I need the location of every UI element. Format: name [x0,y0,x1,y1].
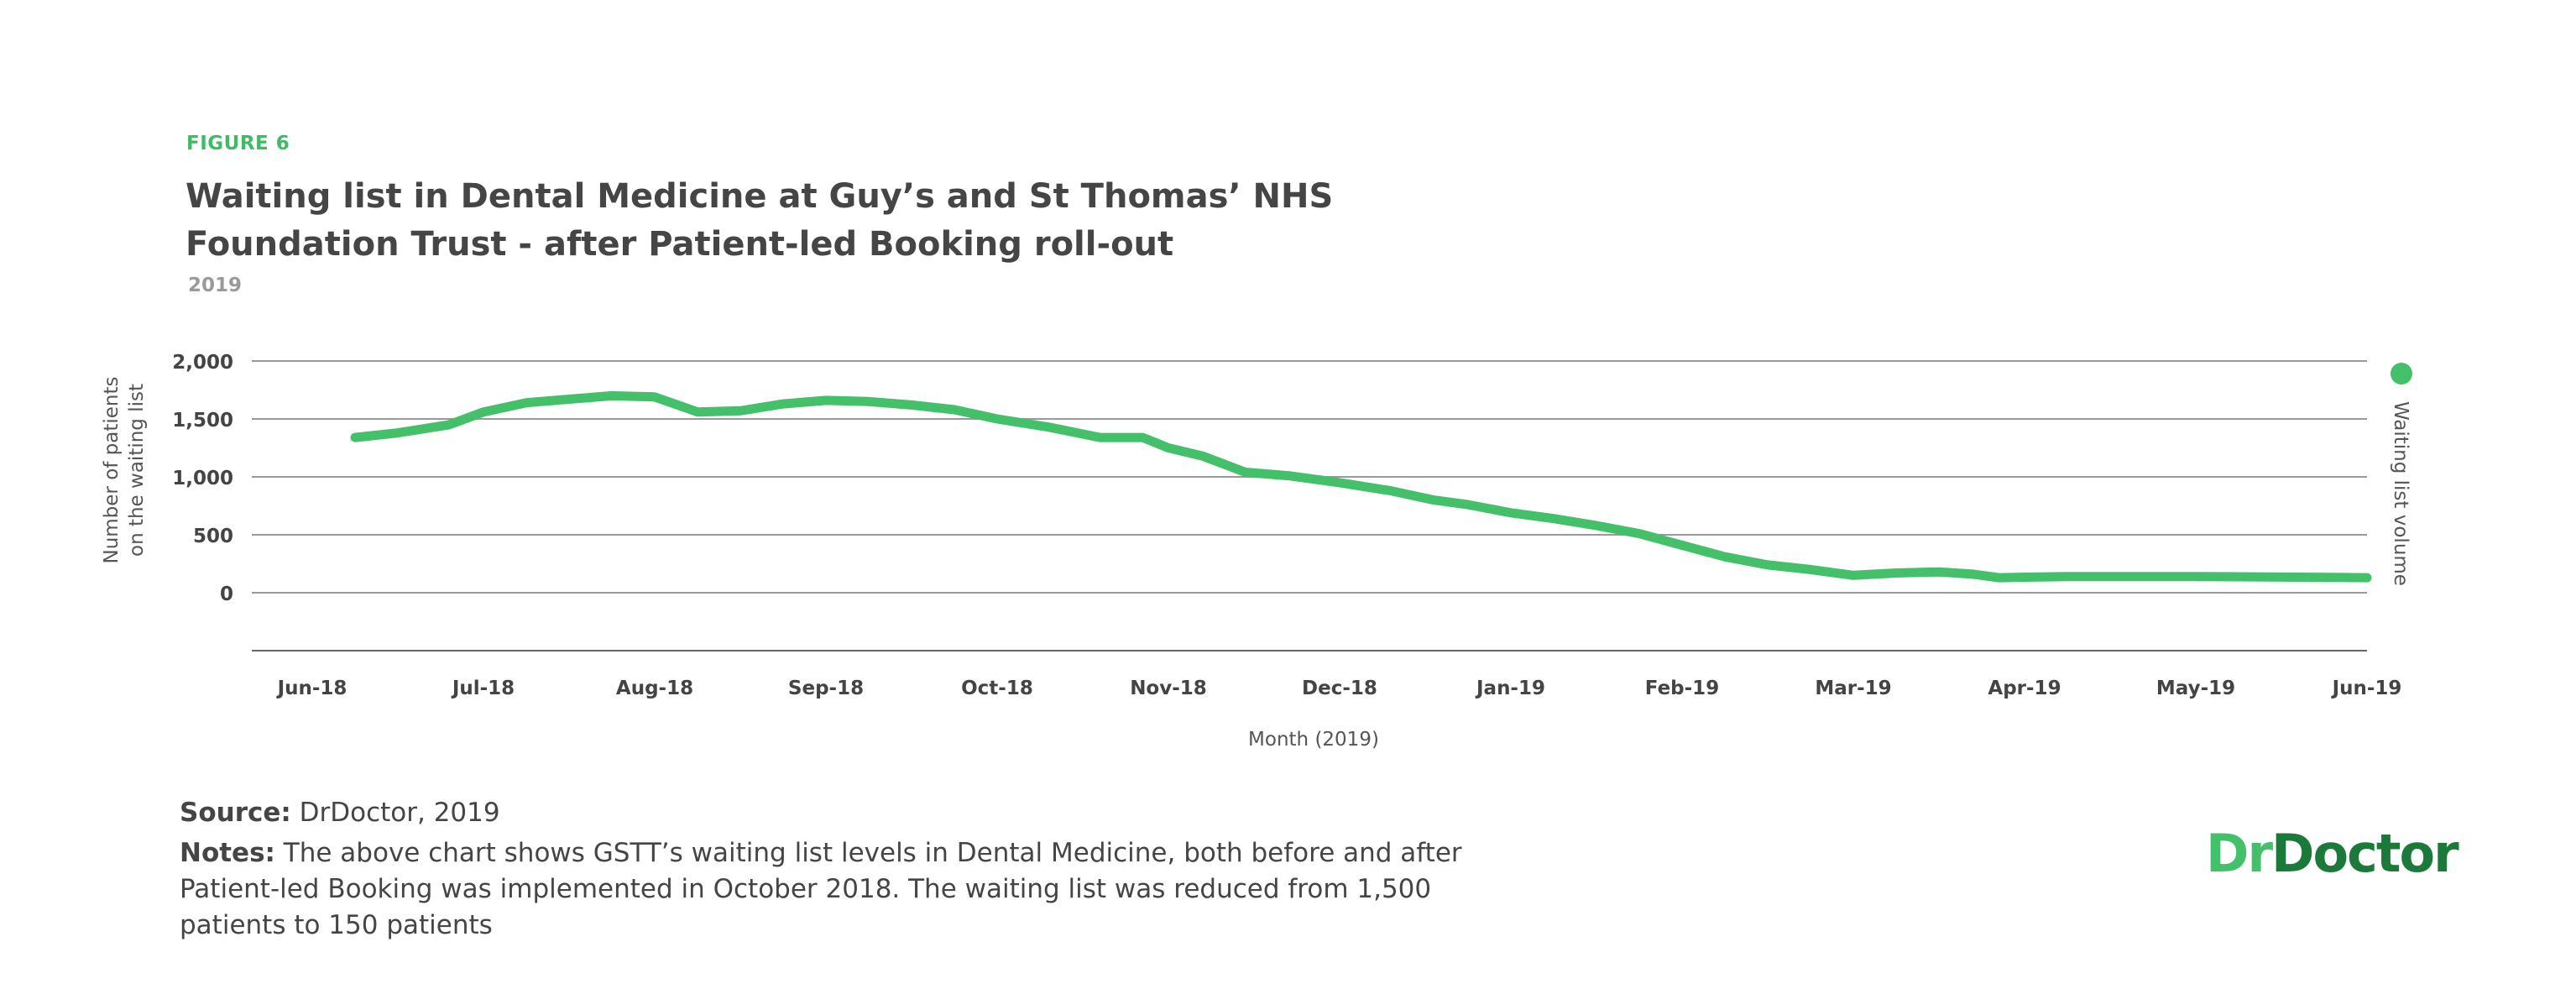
legend-marker [2391,363,2412,385]
y-axis-label-line: Number of patients [101,376,123,563]
x-tick-label: Feb-19 [1645,678,1719,699]
source-note: Source: DrDoctor, 2019 [180,798,500,828]
logo-part-doctor: Doctor [2271,823,2459,884]
axis-labels: Number of patients on the waiting list Mon… [101,376,1379,751]
x-tick-label: Oct-18 [961,678,1033,699]
x-tick-label: Nov-18 [1130,678,1207,699]
y-tick-label: 1,000 [172,468,233,489]
x-tick-label: Sep-18 [788,678,864,699]
notes-label: Notes: [180,838,275,868]
x-tick-label: Apr-19 [1988,678,2061,699]
chart-title: Waiting list in Dental Medicine at Guy’s… [185,177,1334,264]
x-tick-label: Jul-18 [451,678,515,699]
notes: Notes: The above chart shows GSTT’s wait… [180,835,1539,944]
source-label: Source: [180,798,291,828]
y-axis-label-line: on the waiting list [126,384,148,557]
notes-text: The above chart shows GSTT’s waiting lis… [180,838,1462,940]
y-tick-label: 500 [193,526,233,547]
series-line [350,390,2372,583]
y-tick-label: 1,500 [172,410,233,432]
logo-part-dr: Dr [2206,823,2273,884]
x-tick-label: Jun-19 [2331,678,2402,699]
x-tick-label: Aug-18 [616,678,693,699]
figure-label: FIGURE 6 [186,133,290,154]
y-tick-label: 0 [220,583,233,605]
legend: Waiting list volume [2390,363,2412,586]
waiting-list-chart: 2,000 1,500 1,000 500 0 Jun-18 Jul-18 Aug-18 Se… [101,352,2412,751]
x-tick-label: Jan-19 [1475,678,1545,699]
y-tick-label: 2,000 [172,352,233,374]
x-tick-labels: Jun-18 Jul-18 Aug-18 Sep-18 Oct-18 Nov-18 Dec-… [276,678,2402,699]
legend-label: Waiting list volume [2390,401,2411,586]
gridlines [252,360,2367,651]
x-tick-label: Dec-18 [1302,678,1377,699]
y-tick-labels: 2,000 1,500 1,000 500 0 [172,352,233,605]
chart-subtitle: 2019 [188,275,243,296]
drdoctor-logo: DrDoctor [2206,823,2459,884]
x-tick-label: Mar-19 [1815,678,1891,699]
source-text: DrDoctor, 2019 [290,798,500,828]
x-tick-label: May-19 [2156,678,2235,699]
x-tick-label: Jun-18 [276,678,347,699]
series-lines [350,390,2372,583]
y-axis-label: Number of patients on the waiting list [101,376,148,563]
x-axis-label: Month (2019) [1248,729,1379,751]
